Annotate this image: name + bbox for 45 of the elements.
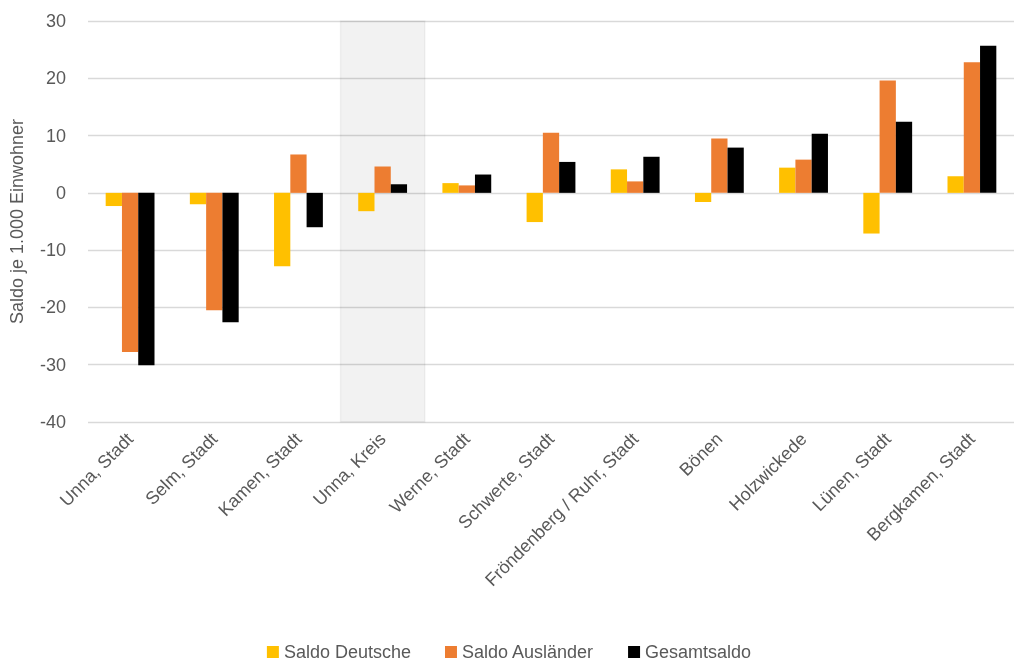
bar <box>863 192 880 234</box>
legend-label: Saldo Ausländer <box>461 642 594 662</box>
bar <box>474 174 492 193</box>
bar <box>442 183 459 193</box>
bar <box>895 121 913 193</box>
bar <box>811 133 828 193</box>
bar <box>627 181 644 193</box>
bar <box>374 166 391 193</box>
bar <box>711 138 728 193</box>
bar <box>206 192 223 311</box>
bar <box>390 184 408 193</box>
bar <box>358 192 375 212</box>
bar <box>727 147 744 193</box>
bar <box>274 192 291 267</box>
bar <box>559 161 576 193</box>
y-tick-label: 20 <box>45 68 66 89</box>
bar <box>306 192 323 228</box>
y-tick-label: 10 <box>45 125 66 146</box>
bar <box>189 192 207 205</box>
y-axis-title: Saldo je 1.000 Einwohner <box>7 118 27 325</box>
legend-label: Saldo Deutsche <box>283 642 411 662</box>
bar <box>610 169 628 193</box>
y-tick-label: -10 <box>39 240 66 261</box>
bar <box>694 192 712 203</box>
legend-label: Gesamtsaldo <box>645 642 752 662</box>
y-tick-label: 0 <box>55 182 66 203</box>
bar <box>222 192 239 323</box>
bar <box>779 167 796 193</box>
bar <box>290 154 307 193</box>
y-tick-label: -20 <box>39 297 66 318</box>
bar <box>458 185 475 193</box>
bar <box>947 176 964 193</box>
bar <box>105 192 122 207</box>
bar <box>138 192 155 366</box>
bar <box>643 156 660 193</box>
y-tick-label: 30 <box>45 11 66 31</box>
bar <box>121 192 139 353</box>
y-tick-label: -40 <box>39 412 66 432</box>
bar <box>795 159 812 193</box>
bar <box>980 45 997 193</box>
bar <box>879 80 896 193</box>
y-tick-label: -30 <box>39 354 66 375</box>
bar <box>963 62 981 193</box>
bar <box>542 132 560 193</box>
bar <box>526 192 543 223</box>
